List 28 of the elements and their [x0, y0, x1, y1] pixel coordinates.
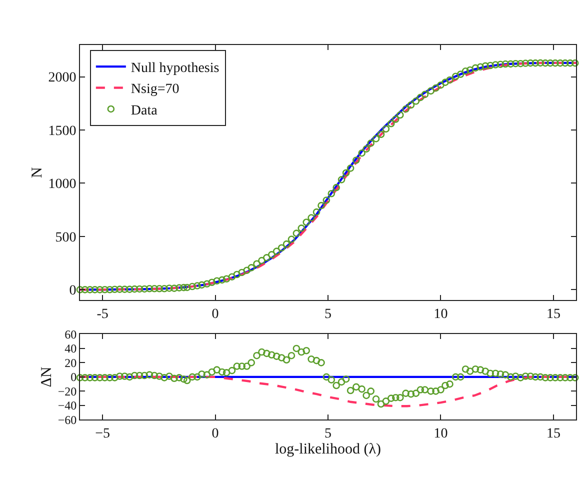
y-tick-label: 0 — [69, 284, 76, 299]
x-tick-label: 5 — [324, 426, 332, 442]
x-axis-title: log-likelihood (λ) — [274, 441, 382, 458]
x-tick-label: −5 — [95, 426, 110, 442]
x-tick-label: 15 — [546, 426, 560, 442]
y-tick-label: 20 — [64, 356, 77, 370]
x-tick-label: 15 — [546, 307, 560, 322]
y-tick-label: 0 — [70, 370, 77, 384]
y-tick-label: 2000 — [48, 70, 76, 86]
y-axis-title: N — [29, 166, 46, 178]
y-tick-label: 1500 — [48, 124, 76, 139]
legend-label: Null hypothesis — [130, 61, 220, 76]
legend-label: Nsig=70 — [130, 82, 180, 98]
y-tick-label: 60 — [64, 327, 77, 342]
y-tick-label: 500 — [55, 230, 76, 246]
x-tick-label: 10 — [434, 426, 448, 442]
y-tick-label: −40 — [58, 398, 77, 413]
y-tick-label: −20 — [58, 384, 77, 398]
y-tick-label: 40 — [64, 342, 77, 356]
y-tick-label: −60 — [58, 412, 77, 427]
y-axis-title: ΔN — [39, 366, 56, 388]
x-tick-label: 5 — [324, 307, 332, 322]
legend-label: Data — [130, 103, 158, 118]
x-tick-label: 10 — [434, 307, 448, 322]
x-tick-label: 0 — [212, 426, 219, 442]
x-tick-label: -5 — [96, 307, 108, 322]
y-tick-label: 1000 — [48, 177, 76, 192]
x-tick-label: 0 — [212, 307, 219, 322]
